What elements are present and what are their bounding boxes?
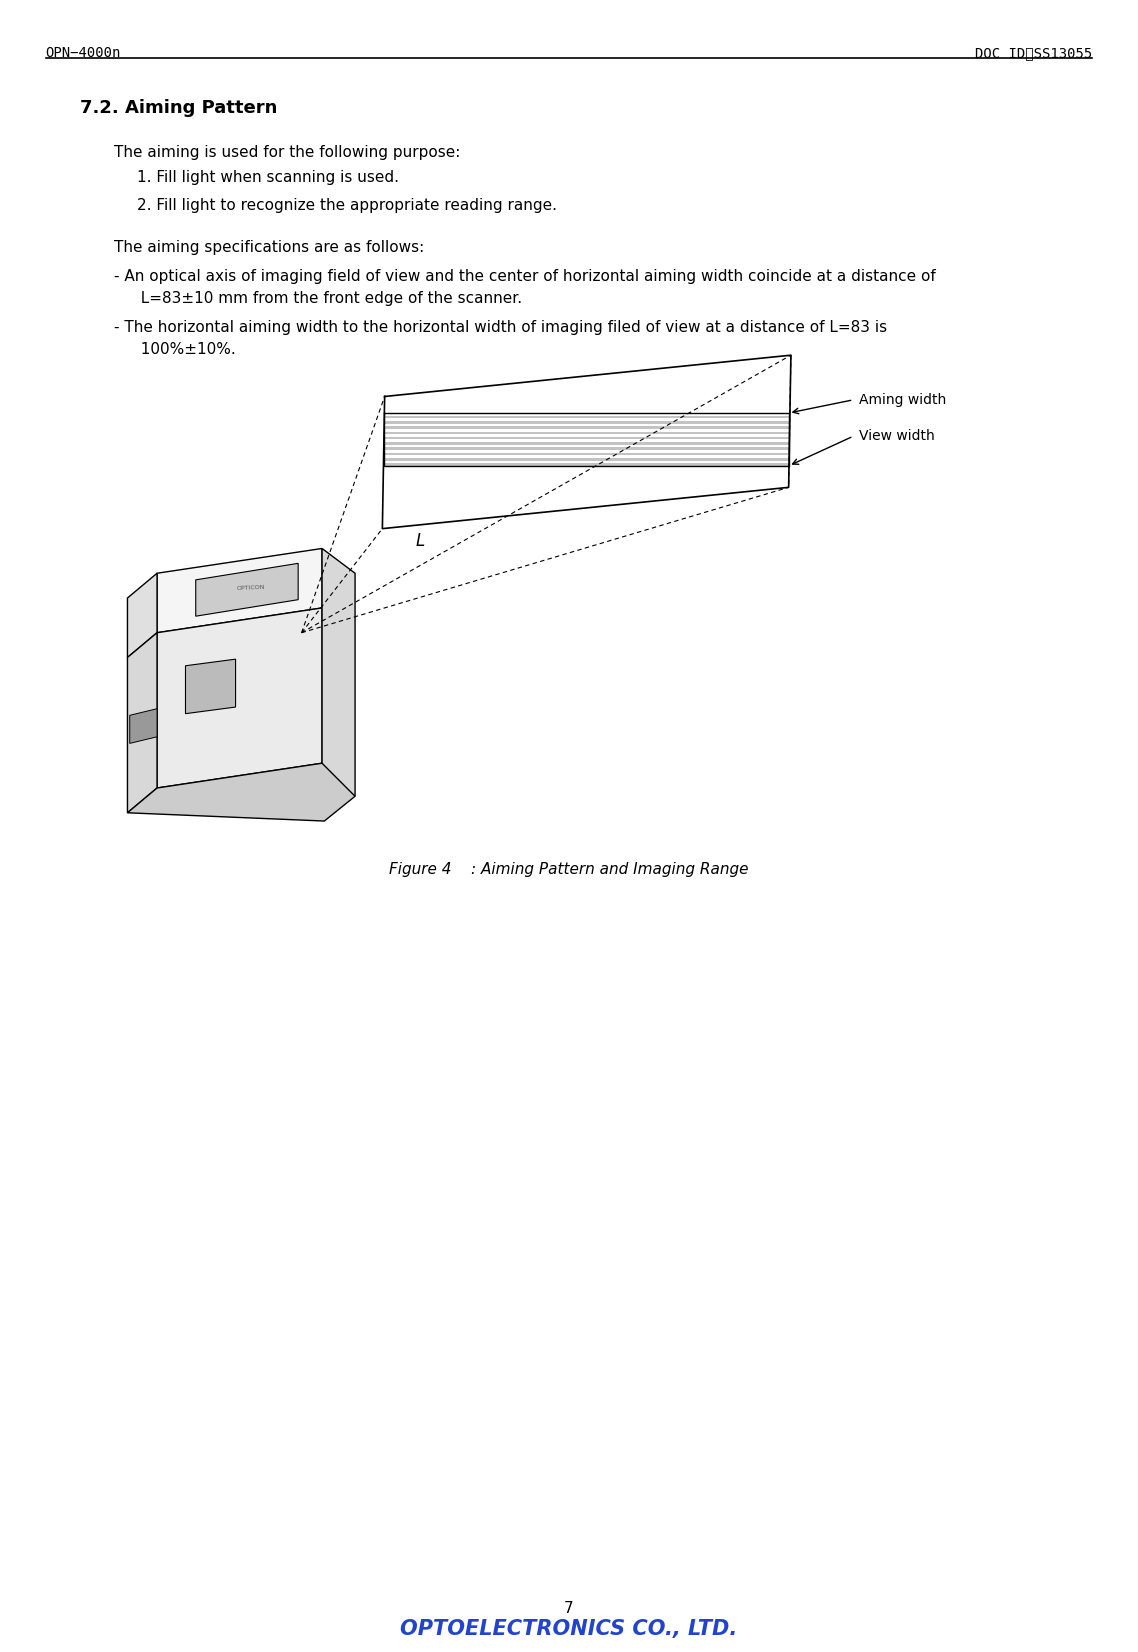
Polygon shape: [196, 563, 298, 616]
Text: 7.2. Aiming Pattern: 7.2. Aiming Pattern: [80, 99, 277, 117]
Text: L=83±10 mm from the front edge of the scanner.: L=83±10 mm from the front edge of the sc…: [131, 291, 522, 306]
Polygon shape: [157, 608, 322, 788]
Text: DOC ID：SS13055: DOC ID：SS13055: [975, 46, 1092, 59]
Text: 100%±10%.: 100%±10%.: [131, 342, 236, 357]
Polygon shape: [157, 548, 322, 633]
Text: View width: View width: [859, 430, 935, 443]
Polygon shape: [127, 633, 157, 813]
Polygon shape: [384, 458, 789, 461]
Text: - An optical axis of imaging field of view and the center of horizontal aiming w: - An optical axis of imaging field of vi…: [114, 269, 935, 284]
Text: 7: 7: [564, 1601, 574, 1616]
Polygon shape: [384, 421, 789, 423]
Polygon shape: [384, 448, 789, 449]
Text: The aiming specifications are as follows:: The aiming specifications are as follows…: [114, 240, 424, 254]
Polygon shape: [384, 443, 789, 444]
Text: OPN−4000n: OPN−4000n: [46, 46, 121, 59]
Text: 1. Fill light when scanning is used.: 1. Fill light when scanning is used.: [137, 170, 398, 185]
Polygon shape: [384, 436, 789, 439]
Polygon shape: [384, 453, 789, 456]
Text: 2. Fill light to recognize the appropriate reading range.: 2. Fill light to recognize the appropria…: [137, 198, 556, 213]
Text: L: L: [415, 532, 424, 550]
Polygon shape: [127, 763, 355, 821]
Text: Figure 4    : Aiming Pattern and Imaging Range: Figure 4 : Aiming Pattern and Imaging Ra…: [389, 862, 749, 877]
Text: - The horizontal aiming width to the horizontal width of imaging filed of view a: - The horizontal aiming width to the hor…: [114, 320, 887, 335]
Polygon shape: [322, 548, 355, 796]
Text: OPTOELECTRONICS CO., LTD.: OPTOELECTRONICS CO., LTD.: [401, 1619, 737, 1639]
Polygon shape: [130, 709, 157, 743]
Polygon shape: [127, 573, 157, 657]
Polygon shape: [384, 431, 789, 434]
Polygon shape: [384, 416, 789, 418]
Polygon shape: [384, 426, 789, 430]
Polygon shape: [185, 659, 236, 714]
Polygon shape: [384, 463, 789, 466]
Text: The aiming is used for the following purpose:: The aiming is used for the following pur…: [114, 145, 460, 160]
Text: Aming width: Aming width: [859, 393, 947, 406]
Text: OPTICON: OPTICON: [236, 585, 265, 591]
